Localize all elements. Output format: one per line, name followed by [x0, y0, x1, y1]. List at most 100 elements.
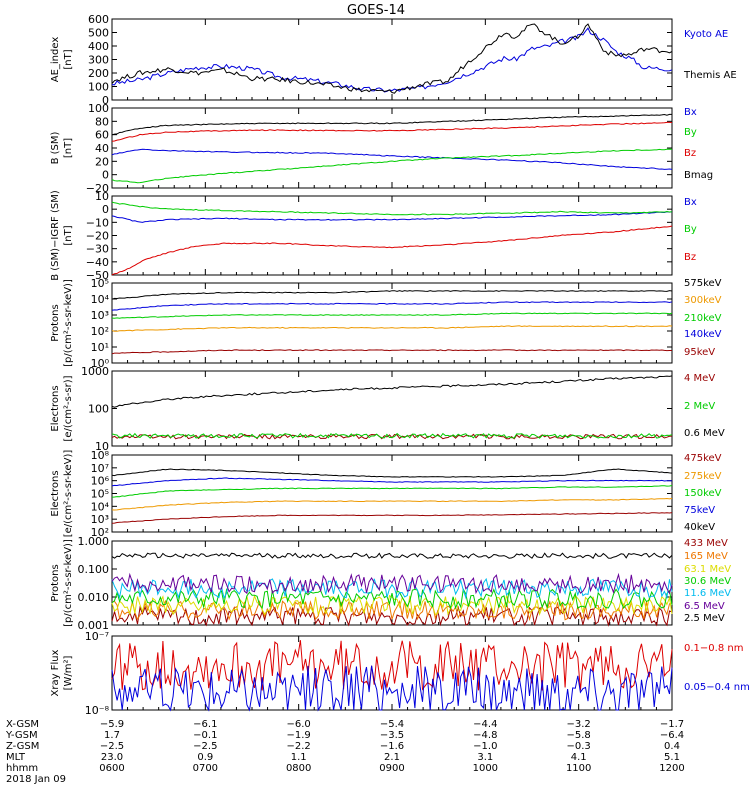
chart-title: GOES-14 — [347, 3, 405, 18]
y-tick-label: 10⁴ — [91, 500, 110, 513]
legend-label: 210keV — [684, 313, 722, 324]
y-tick-label: 10⁴ — [91, 293, 110, 306]
y-tick-label: 0 — [102, 203, 109, 216]
series-line-kyoto-ae — [111, 27, 673, 93]
legend-label: 0.6 MeV — [684, 428, 725, 439]
series-line-by — [111, 201, 673, 216]
xaxis-row-value: −0.3 — [567, 741, 591, 752]
series-line-210kev — [111, 312, 673, 319]
series-line-0-6-mev — [111, 375, 673, 408]
y-tick-label: 100 — [88, 102, 109, 115]
xaxis-row-value: 4.1 — [571, 752, 587, 763]
xaxis-row-value: −2.2 — [287, 741, 311, 752]
xaxis-row-value: 3.1 — [477, 752, 493, 763]
y-tick-label: 10 — [95, 440, 109, 453]
series-line-bz — [111, 225, 673, 276]
series-line-2-mev — [111, 432, 673, 439]
legend-label: 95keV — [684, 347, 715, 358]
series-line-bmag — [111, 113, 672, 136]
xaxis-row-value: −1.6 — [380, 741, 404, 752]
y-tick-label: −20 — [86, 182, 109, 195]
xaxis-row-value: 0600 — [99, 763, 124, 774]
panel-frame — [111, 18, 673, 101]
legend-label: Bz — [684, 148, 696, 159]
panel-4: 10⁵ 10⁴ 10³ 10² 10¹ 10⁰ Protons [p/(cm²-s-sr-ke… — [50, 277, 722, 370]
legend-label: 300keV — [684, 295, 722, 306]
y-tick-label: 300 — [88, 54, 109, 67]
xaxis-row-value: 0900 — [379, 763, 404, 774]
legend-label: 75keV — [684, 505, 715, 516]
series-line-0-1-0-8-nm — [111, 640, 673, 691]
xaxis-row-value: 1.1 — [291, 752, 307, 763]
xaxis-row-value: 0.9 — [197, 752, 213, 763]
xaxis-row-value: −5.4 — [380, 719, 404, 730]
legend-label: 40keV — [684, 522, 715, 533]
y-tick-label: −10 — [86, 216, 109, 229]
y-axis-label: Electrons — [50, 470, 61, 516]
y-tick-label: 0 — [102, 94, 109, 107]
xaxis-row-value: −3.2 — [567, 719, 591, 730]
legend-label: By — [684, 224, 697, 235]
series-line-2-5-mev — [111, 552, 673, 559]
series-line-30-6-mev — [111, 587, 673, 610]
legend-label: 150keV — [684, 488, 722, 499]
panel-3: 100−10−20−30−40−50 B (SM)−IGRF (SM) [nT] Bx… — [50, 190, 697, 282]
legend-label: Themis AE — [683, 70, 737, 81]
xaxis-row-value: −6.4 — [660, 730, 684, 741]
xaxis-row-value: 1200 — [659, 763, 684, 774]
series-line-40kev — [111, 468, 673, 478]
legend-label: 63.1 MeV — [684, 564, 731, 575]
xaxis-row-value: 0800 — [286, 763, 311, 774]
xaxis-row-value: 1100 — [566, 763, 591, 774]
y-tick-label: 100 — [88, 403, 109, 416]
y-tick-label: 0 — [102, 169, 109, 182]
y-tick-label: 10⁵ — [91, 488, 109, 501]
xaxis-row-label: Y-GSM — [5, 730, 38, 741]
series-line-themis-ae — [111, 23, 673, 94]
y-tick-label: 500 — [88, 27, 109, 40]
legend-label: 0.1−0.8 nm — [684, 643, 743, 654]
series-line-11-6-mev — [111, 577, 673, 600]
y-tick-label: 10³ — [91, 309, 109, 322]
y-axis-label: Electrons — [50, 385, 61, 431]
y-tick-label: −50 — [86, 269, 109, 282]
legend-label: By — [684, 127, 697, 138]
xaxis-row-value: −2.5 — [193, 741, 217, 752]
y-tick-label: 10¹ — [91, 341, 109, 354]
series-line-75kev — [111, 477, 673, 487]
series-line-300kev — [111, 325, 673, 332]
legend-label: Bz — [684, 252, 696, 263]
y-tick-label: −40 — [86, 256, 109, 269]
xaxis-row-value: −3.5 — [380, 730, 404, 741]
y-axis-label: [W/m²] — [63, 655, 74, 690]
y-tick-label: 60 — [95, 129, 109, 142]
y-axis-label: AE_index — [50, 37, 61, 83]
y-tick-label: 10⁶ — [91, 475, 110, 488]
y-axis-label: B (SM) — [50, 131, 61, 164]
series-line-0-05-0-4-nm — [111, 665, 673, 712]
series-line-by — [111, 148, 673, 184]
legend-label: 30.6 MeV — [684, 576, 731, 587]
y-tick-label: 400 — [88, 40, 109, 53]
xaxis-row-label: MLT — [6, 752, 26, 763]
xaxis-row-label: Z-GSM — [6, 741, 39, 752]
y-tick-label: 80 — [95, 115, 109, 128]
series-line-bx — [111, 148, 673, 170]
series-line-150kev — [111, 485, 673, 498]
xaxis-row-value: −5.9 — [100, 719, 124, 730]
y-tick-label: 10 — [95, 190, 109, 203]
legend-label: 140keV — [684, 329, 722, 340]
legend-label: 11.6 MeV — [684, 588, 731, 599]
legend-label: 4 MeV — [684, 373, 715, 384]
panel-5: 1000 100 10 Electrons [e/(cm²-s-sr)] 4 MeV 2 M… — [50, 365, 725, 453]
y-tick-label: −30 — [86, 243, 109, 256]
legend-label: Bx — [684, 107, 697, 118]
xaxis-row-value: −5.8 — [567, 730, 591, 741]
xaxis-row-value: −6.0 — [287, 719, 311, 730]
legend-label: 6.5 MeV — [684, 601, 725, 612]
xaxis-row-value: −6.1 — [193, 719, 217, 730]
y-tick-label: 0.100 — [78, 563, 110, 576]
legend-label: 0.05−0.4 nm — [684, 682, 750, 693]
